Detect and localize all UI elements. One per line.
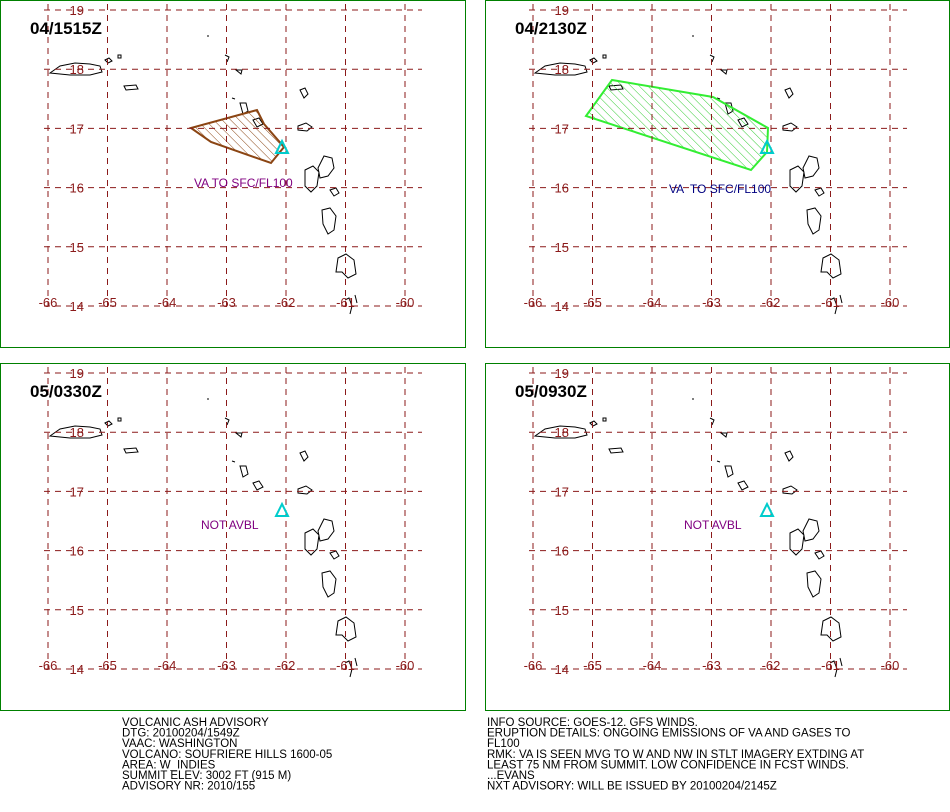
lat-label: 15 <box>555 240 569 255</box>
lat-label: 17 <box>70 484 84 499</box>
lon-label: -65 <box>98 295 117 310</box>
valid-time: 05/0930Z <box>515 382 587 401</box>
panel-border <box>0 363 466 711</box>
lon-label: -65 <box>583 295 602 310</box>
lon-label: -63 <box>702 295 721 310</box>
lon-label: -65 <box>583 658 602 673</box>
lat-label: 18 <box>70 62 84 77</box>
lat-label: 19 <box>555 3 569 18</box>
panel-border <box>0 0 466 348</box>
panel: -66 -65 -64 -63 -62 -61 -60 19 18 17 16 15 14 05/0330… <box>0 363 466 711</box>
lon-label: -62 <box>277 658 296 673</box>
lon-label: -66 <box>524 658 543 673</box>
coastline <box>49 35 358 315</box>
lon-label: -66 <box>524 295 543 310</box>
lon-label: -63 <box>702 658 721 673</box>
lat-label: 17 <box>555 484 569 499</box>
advisory-line: SUMMIT ELEV: 3002 FT (915 M) <box>122 770 291 782</box>
lon-label: -62 <box>762 658 781 673</box>
lon-label: -61 <box>336 658 355 673</box>
panel: -66 -65 -64 -63 -62 -61 -60 19 18 17 16 15 14 05/0930… <box>485 363 950 711</box>
advisory-line: RMK: VA IS SEEN MVG TO W AND NW IN STLT … <box>487 749 864 761</box>
panel: -66 -65 -64 -63 -62 -61 -60 19 18 17 16 15 14 04/1515… <box>0 0 466 348</box>
valid-time: 04/1515Z <box>30 19 102 38</box>
advisory-line: VOLCANO: SOUFRIERE HILLS 1600-05 <box>122 749 332 761</box>
lat-label: 16 <box>555 181 569 196</box>
volcano-symbol <box>274 501 290 517</box>
advisory-line: FL100 <box>487 738 520 750</box>
lon-label: -62 <box>277 295 296 310</box>
lat-label: 18 <box>555 62 569 77</box>
advisory-line: LEAST 75 NM FROM SUMMIT. LOW CONFIDENCE … <box>487 759 849 771</box>
lat-label: 14 <box>555 299 569 314</box>
advisory-line: ADVISORY NR: 2010/155 <box>122 781 255 793</box>
advisory-line: DTG: 20100204/1549Z <box>122 728 240 740</box>
lon-label: -60 <box>396 658 415 673</box>
lon-label: -61 <box>821 295 840 310</box>
lat-label: 16 <box>555 544 569 559</box>
ash-annotation: VA TO SFC/FL100 <box>669 182 771 196</box>
lat-label: 15 <box>70 240 84 255</box>
ash-area <box>584 78 770 172</box>
ash-area <box>188 108 286 165</box>
lon-label: -66 <box>39 658 58 673</box>
lat-label: 14 <box>70 299 84 314</box>
advisory-line: NXT ADVISORY: WILL BE ISSUED BY 20100204… <box>487 781 777 793</box>
lat-label: 16 <box>70 544 84 559</box>
lon-label: -62 <box>762 295 781 310</box>
ash-annotation: NOT AVBL <box>201 518 259 532</box>
lon-label: -63 <box>217 658 236 673</box>
lat-label: 15 <box>555 603 569 618</box>
advisory-line: INFO SOURCE: GOES-12. GFS WINDS. <box>487 717 698 729</box>
lon-label: -60 <box>881 658 900 673</box>
lat-label: 19 <box>70 3 84 18</box>
lat-label: 18 <box>555 425 569 440</box>
volcano-symbol <box>274 138 290 154</box>
lon-label: -66 <box>39 295 58 310</box>
ash-annotation: VA TO SFC/FL100 <box>194 176 293 190</box>
lat-label: 18 <box>70 425 84 440</box>
lat-label: 17 <box>70 121 84 136</box>
lon-label: -65 <box>98 658 117 673</box>
lat-label: 15 <box>70 603 84 618</box>
panel: -66 -65 -64 -63 -62 -61 -60 19 18 17 16 15 14 04/2130… <box>485 0 950 348</box>
volcano-symbol <box>759 138 775 154</box>
coastline <box>534 398 843 678</box>
ash-annotation: NOT AVBL <box>684 518 742 532</box>
lon-label: -64 <box>643 658 662 673</box>
coastline <box>49 398 358 678</box>
lon-label: -63 <box>217 295 236 310</box>
lat-label: 16 <box>70 181 84 196</box>
valid-time: 04/2130Z <box>515 19 587 38</box>
lon-label: -60 <box>881 295 900 310</box>
lon-label: -64 <box>158 295 177 310</box>
valid-time: 05/0330Z <box>30 382 102 401</box>
lon-label: -60 <box>396 295 415 310</box>
lat-label: 14 <box>555 662 569 677</box>
lat-label: 14 <box>70 662 84 677</box>
lat-label: 17 <box>555 121 569 136</box>
advisory-line: VAAC: WASHINGTON <box>122 738 237 750</box>
advisory-line: ERUPTION DETAILS: ONGOING EMISSIONS OF V… <box>487 728 850 740</box>
lon-label: -61 <box>821 658 840 673</box>
advisory-line: AREA: W_INDIES <box>122 759 216 771</box>
coastline <box>534 35 843 315</box>
lon-label: -64 <box>643 295 662 310</box>
advisory-line: VOLCANIC ASH ADVISORY <box>122 717 269 729</box>
lat-label: 19 <box>555 366 569 381</box>
advisory-line: ...EVANS <box>487 770 535 782</box>
lat-label: 19 <box>70 366 84 381</box>
lon-label: -61 <box>336 295 355 310</box>
lon-label: -64 <box>158 658 177 673</box>
volcano-symbol <box>759 501 775 517</box>
